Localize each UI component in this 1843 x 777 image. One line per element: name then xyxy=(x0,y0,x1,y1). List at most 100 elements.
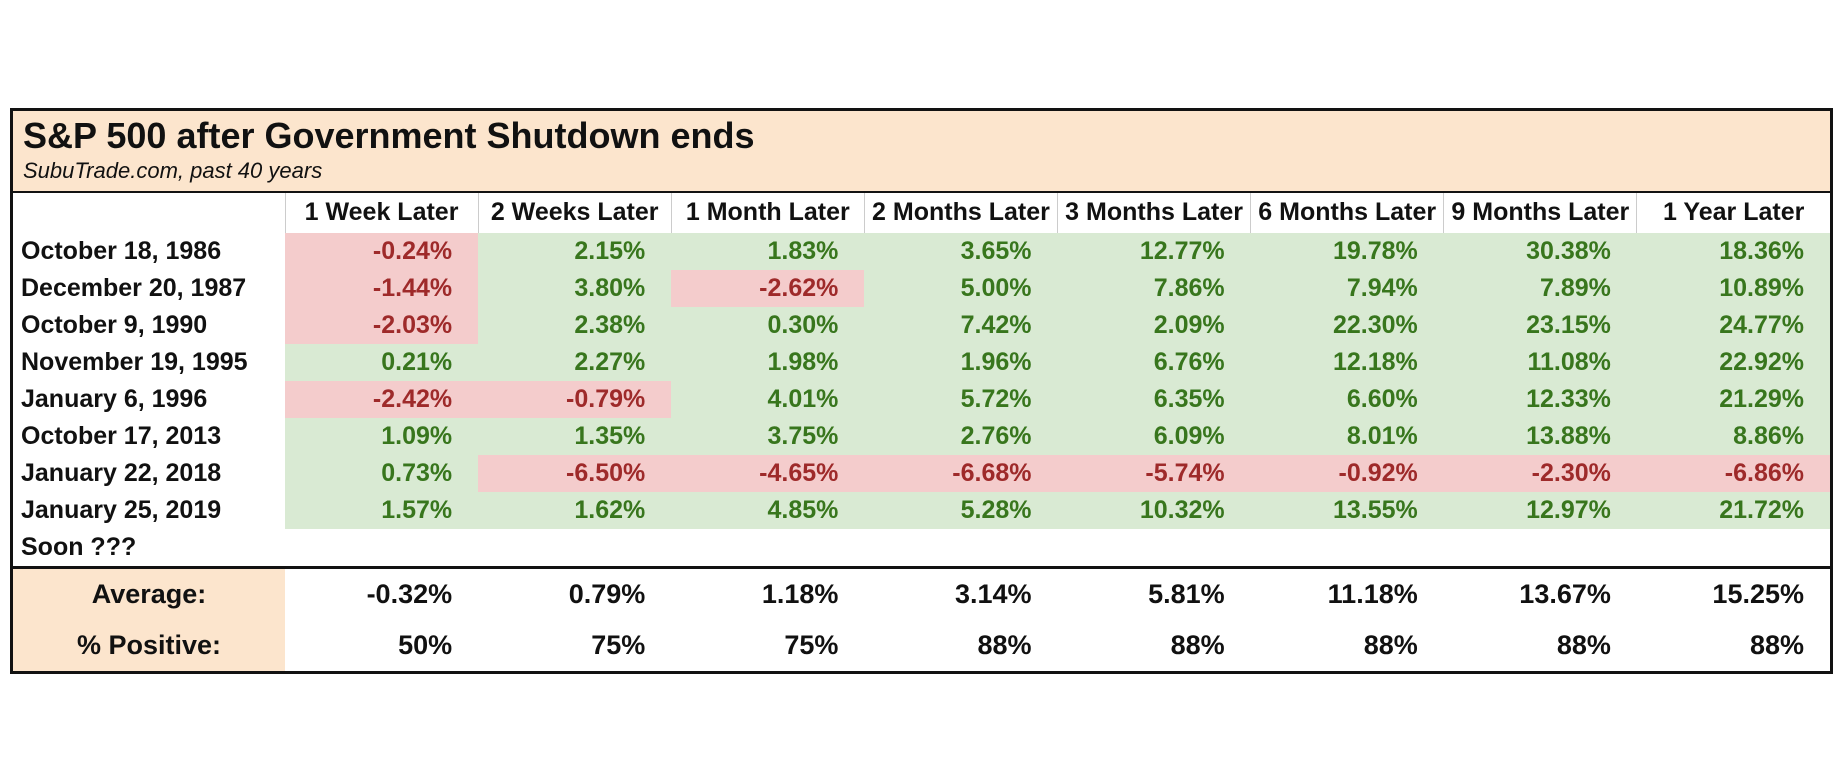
return-cell xyxy=(285,528,479,568)
summary-cell: 13.67% xyxy=(1443,565,1637,620)
row-label: January 6, 1996 xyxy=(13,380,285,418)
row-label: Soon ??? xyxy=(13,528,285,568)
return-cell: -0.24% xyxy=(285,232,479,270)
return-cell: -2.30% xyxy=(1443,454,1637,492)
return-cell: 22.92% xyxy=(1636,343,1830,381)
return-cell: 22.30% xyxy=(1250,306,1444,344)
return-cell: 11.08% xyxy=(1443,343,1637,381)
table-summary: Average: -0.32% 0.79% 1.18% 3.14% 5.81% 11.18%… xyxy=(13,565,1830,671)
column-header-7: 9 Months Later xyxy=(1443,192,1637,233)
return-cell: 12.18% xyxy=(1250,343,1444,381)
return-cell: 8.01% xyxy=(1250,417,1444,455)
summary-cell: 5.81% xyxy=(1057,565,1251,620)
summary-label: % Positive: xyxy=(13,619,285,671)
return-cell: 7.89% xyxy=(1443,269,1637,307)
summary-cell: 0.79% xyxy=(478,565,672,620)
return-cell: 2.09% xyxy=(1057,306,1251,344)
return-cell: 30.38% xyxy=(1443,232,1637,270)
return-cell: 3.80% xyxy=(478,269,672,307)
return-cell: 12.97% xyxy=(1443,491,1637,529)
column-header-3: 1 Month Later xyxy=(670,192,865,233)
row-label: October 18, 1986 xyxy=(13,232,285,270)
column-header-5: 3 Months Later xyxy=(1056,192,1251,233)
table-row: October 9, 1990 -2.03% 2.38% 0.30% 7.42% 2.09… xyxy=(13,306,1830,344)
returns-table: 1 Week Later 2 Weeks Later 1 Month Later 2 … xyxy=(13,192,1830,671)
summary-cell: 3.14% xyxy=(864,565,1058,620)
row-label: November 19, 1995 xyxy=(13,343,285,381)
summary-cell: 88% xyxy=(1443,619,1637,671)
return-cell: -1.44% xyxy=(285,269,479,307)
return-cell: 1.57% xyxy=(285,491,479,529)
return-cell: 2.15% xyxy=(478,232,672,270)
table-row: October 17, 2013 1.09% 1.35% 3.75% 2.76% 6.09… xyxy=(13,417,1830,455)
return-cell: 13.88% xyxy=(1443,417,1637,455)
return-cell: 10.89% xyxy=(1636,269,1830,307)
return-cell: 1.98% xyxy=(671,343,865,381)
panel-subtitle: SubuTrade.com, past 40 years xyxy=(23,157,323,183)
return-cell: -5.74% xyxy=(1057,454,1251,492)
summary-row: % Positive: 50% 75% 75% 88% 88% 88% 88% 88% xyxy=(13,619,1830,671)
return-cell: 2.38% xyxy=(478,306,672,344)
table-row: December 20, 1987 -1.44% 3.80% -2.62% 5.00% 7… xyxy=(13,269,1830,307)
return-cell: -4.65% xyxy=(671,454,865,492)
panel-title: S&P 500 after Government Shutdown ends xyxy=(23,115,755,156)
return-cell xyxy=(478,528,672,568)
column-header-1: 1 Week Later xyxy=(284,192,479,233)
return-cell: 0.73% xyxy=(285,454,479,492)
return-cell: 12.77% xyxy=(1057,232,1251,270)
table-row: Soon ??? xyxy=(13,528,1830,568)
column-header-2: 2 Weeks Later xyxy=(477,192,672,233)
summary-cell: 75% xyxy=(478,619,672,671)
header-row: 1 Week Later 2 Weeks Later 1 Month Later 2 … xyxy=(13,192,1830,233)
table-row: January 6, 1996 -2.42% -0.79% 4.01% 5.72% 6.3… xyxy=(13,380,1830,418)
table-header: 1 Week Later 2 Weeks Later 1 Month Later 2 … xyxy=(13,192,1830,233)
summary-cell: 15.25% xyxy=(1636,565,1830,620)
return-cell: -2.62% xyxy=(671,269,865,307)
table-row: January 22, 2018 0.73% -6.50% -4.65% -6.68% -… xyxy=(13,454,1830,492)
return-cell: 5.28% xyxy=(864,491,1058,529)
return-cell xyxy=(1057,528,1251,568)
summary-cell: 88% xyxy=(864,619,1058,671)
return-cell: 8.86% xyxy=(1636,417,1830,455)
return-cell: 12.33% xyxy=(1443,380,1637,418)
return-cell: 7.42% xyxy=(864,306,1058,344)
summary-cell: 11.18% xyxy=(1250,565,1444,620)
column-header-6: 6 Months Later xyxy=(1250,192,1444,233)
return-cell: 21.72% xyxy=(1636,491,1830,529)
title-band: S&P 500 after Government Shutdown ends S… xyxy=(13,111,1830,193)
return-cell: -6.86% xyxy=(1636,454,1830,492)
summary-cell: 50% xyxy=(285,619,479,671)
column-header-8: 1 Year Later xyxy=(1636,192,1830,233)
return-cell: 1.83% xyxy=(671,232,865,270)
return-cell: 2.27% xyxy=(478,343,672,381)
table-row: October 18, 1986 -0.24% 2.15% 1.83% 3.65% 12.… xyxy=(13,232,1830,270)
return-cell: 10.32% xyxy=(1057,491,1251,529)
shutdown-returns-panel: S&P 500 after Government Shutdown ends S… xyxy=(10,108,1833,674)
return-cell xyxy=(1443,528,1637,568)
table-row: November 19, 1995 0.21% 2.27% 1.98% 1.96% 6.7… xyxy=(13,343,1830,381)
return-cell: 3.65% xyxy=(864,232,1058,270)
return-cell: 18.36% xyxy=(1636,232,1830,270)
table-row: January 25, 2019 1.57% 1.62% 4.85% 5.28% 10.3… xyxy=(13,491,1830,529)
return-cell: 1.62% xyxy=(478,491,672,529)
return-cell: 1.35% xyxy=(478,417,672,455)
return-cell: -2.42% xyxy=(285,380,479,418)
return-cell: 4.01% xyxy=(671,380,865,418)
return-cell: 6.35% xyxy=(1057,380,1251,418)
return-cell: -6.50% xyxy=(478,454,672,492)
return-cell: 5.72% xyxy=(864,380,1058,418)
row-label: October 17, 2013 xyxy=(13,417,285,455)
return-cell xyxy=(864,528,1058,568)
return-cell: -0.79% xyxy=(478,380,672,418)
return-cell: -6.68% xyxy=(864,454,1058,492)
summary-cell: -0.32% xyxy=(285,565,479,620)
row-label: January 22, 2018 xyxy=(13,454,285,492)
summary-cell: 88% xyxy=(1250,619,1444,671)
return-cell: 1.96% xyxy=(864,343,1058,381)
summary-label: Average: xyxy=(13,565,285,620)
summary-cell: 1.18% xyxy=(671,565,865,620)
return-cell: 1.09% xyxy=(285,417,479,455)
return-cell: 0.30% xyxy=(671,306,865,344)
return-cell: 19.78% xyxy=(1250,232,1444,270)
summary-cell: 88% xyxy=(1057,619,1251,671)
